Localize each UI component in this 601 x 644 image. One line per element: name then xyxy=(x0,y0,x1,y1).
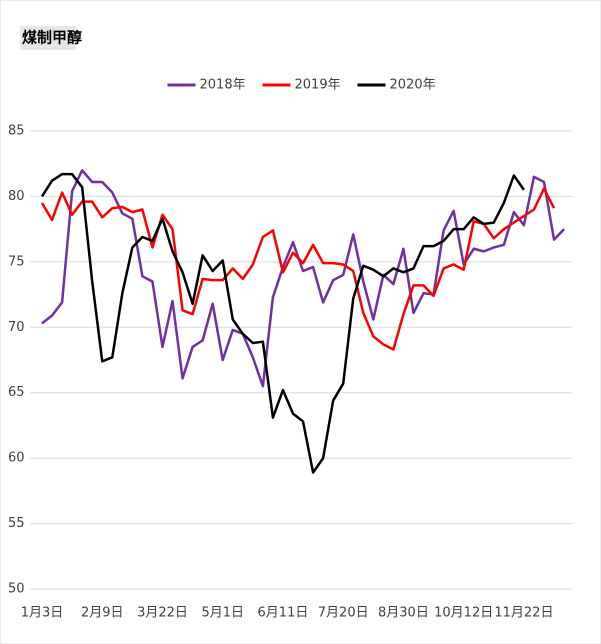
y-tick-label: 80 xyxy=(8,189,25,204)
legend-label: 2019年 xyxy=(295,78,341,93)
x-tick-label: 5月1日 xyxy=(201,606,244,621)
y-tick-label: 55 xyxy=(8,516,25,531)
x-tick-label: 7月20日 xyxy=(318,606,369,621)
y-tick-label: 50 xyxy=(8,582,25,597)
legend-label: 2018年 xyxy=(200,78,246,93)
series-line xyxy=(41,169,565,388)
y-tick-label: 65 xyxy=(8,385,25,400)
chart-title: 煤制甲醇 xyxy=(22,29,82,47)
title-box xyxy=(20,26,76,50)
y-tick-label: 75 xyxy=(8,254,25,269)
x-tick-label: 6月11日 xyxy=(258,606,309,621)
x-tick-label: 3月22日 xyxy=(137,606,188,621)
legend-label: 2020年 xyxy=(390,78,436,93)
y-tick-label: 60 xyxy=(8,451,25,466)
series-line xyxy=(40,187,556,351)
x-tick-label: 11月22日 xyxy=(494,606,553,621)
x-tick-label: 2月9日 xyxy=(81,606,124,621)
x-tick-label: 8月30日 xyxy=(378,606,429,621)
series-line xyxy=(40,172,525,474)
y-tick-label: 70 xyxy=(8,320,25,335)
x-tick-label: 1月3日 xyxy=(21,606,64,621)
y-tick-label: 85 xyxy=(8,124,25,139)
x-tick-label: 10月12日 xyxy=(434,606,493,621)
